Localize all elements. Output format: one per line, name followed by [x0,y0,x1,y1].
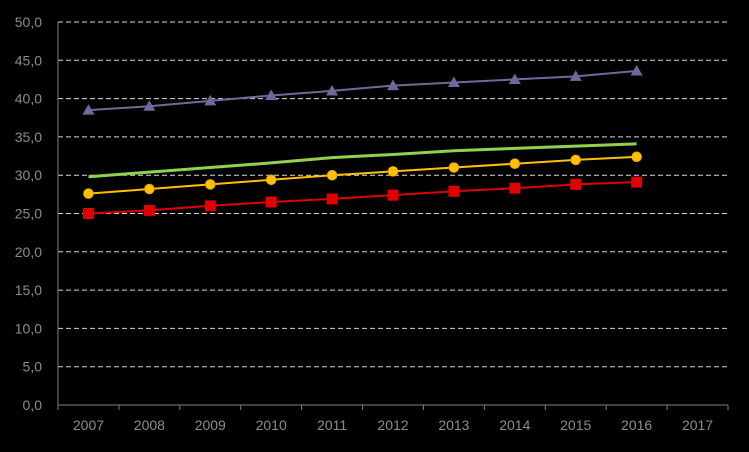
series-group [82,65,643,219]
x-tick-label: 2009 [195,417,226,433]
series-3 [83,151,642,199]
data-point [387,79,399,91]
data-point [448,185,460,197]
data-point [508,73,521,84]
y-tick-label: 25,0 [15,206,42,222]
series-line [88,181,637,215]
y-tick-label: 30,0 [15,167,42,183]
x-tick-label: 2012 [377,417,408,433]
y-tick-label: 0,0 [23,397,43,413]
y-tick-label: 5,0 [23,359,43,375]
data-point [265,89,278,101]
data-point [447,76,460,88]
data-point [82,208,94,219]
y-tick-label: 45,0 [15,52,42,68]
x-axis-tick-labels: 2007 2008 2009 2010 2011 2012 2013 2014 2015 2016… [73,417,713,433]
data-point [143,204,155,216]
data-point [448,162,460,173]
y-tick-label: 10,0 [15,320,42,336]
x-tick-label: 2014 [499,417,530,433]
series-line [88,142,637,179]
x-tick-label: 2017 [682,417,713,433]
data-point [631,151,642,163]
x-tick-label: 2010 [256,417,287,433]
data-point [570,178,582,190]
data-point [204,94,217,106]
data-point [144,183,155,195]
data-point [387,166,399,177]
x-tick-label: 2013 [438,417,469,433]
x-tick-label: 2016 [621,417,652,433]
y-tick-label: 15,0 [15,282,42,298]
y-tick-label: 40,0 [15,91,42,107]
data-point [265,174,277,186]
data-point [387,189,399,201]
axes [57,22,729,410]
data-point [630,65,643,76]
series-2 [88,142,637,179]
data-point [570,154,582,166]
data-point [326,169,338,181]
series-line [88,155,637,195]
x-tick-label: 2011 [317,417,347,433]
y-axis-tick-labels: 0,0 5,0 10,0 15,0 20,0 25,0 30,0 35,0 40,0 45,0 50… [15,14,42,413]
data-point [204,179,216,190]
data-point [143,100,156,111]
data-point [326,84,339,96]
data-point [326,193,338,205]
y-tick-label: 20,0 [15,244,42,260]
data-point [83,188,94,199]
x-tick-label: 2015 [560,417,591,433]
data-point [509,182,521,194]
data-point [631,176,643,188]
data-point [82,104,95,115]
series-4 [82,176,643,219]
y-tick-label: 50,0 [15,14,42,30]
series-1 [82,65,643,115]
x-tick-label: 2008 [134,417,165,433]
data-point [204,200,216,212]
y-tick-label: 35,0 [15,129,42,145]
series-line [88,70,637,112]
x-tick-label: 2007 [73,417,104,433]
data-point [569,70,582,81]
data-point [509,158,521,170]
data-point [265,196,277,208]
